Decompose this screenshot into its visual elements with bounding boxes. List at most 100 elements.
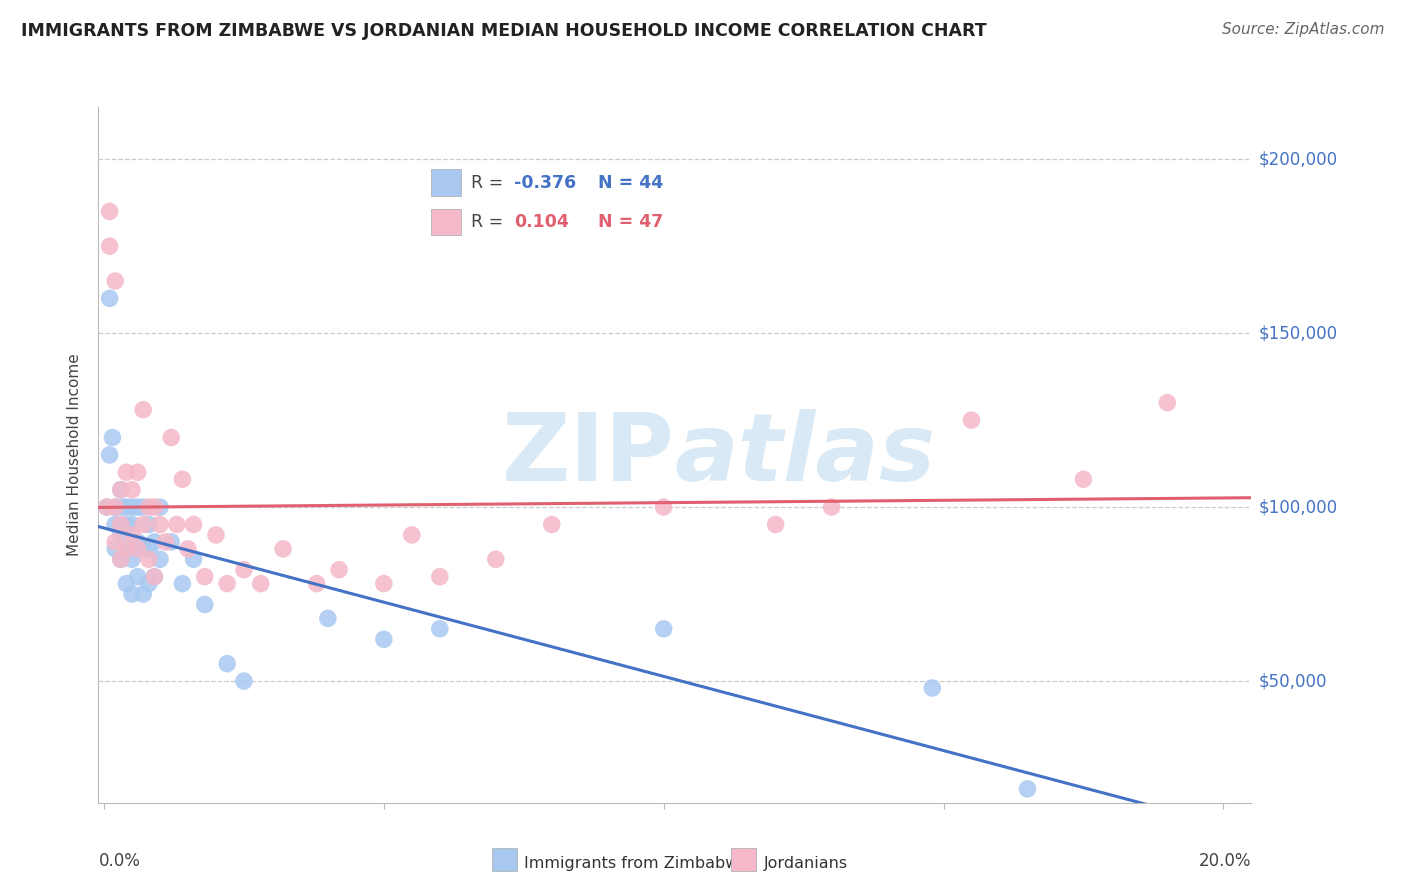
Point: [98, 448, 121, 462]
Text: Source: ZipAtlas.com: Source: ZipAtlas.com: [1222, 22, 1385, 37]
Point: [115, 576, 138, 591]
Point: [127, 534, 149, 549]
Point: [132, 500, 155, 514]
Point: [249, 576, 271, 591]
Point: [138, 552, 160, 566]
Point: [138, 541, 160, 556]
Point: [160, 534, 183, 549]
Point: [101, 431, 124, 445]
FancyBboxPatch shape: [430, 169, 461, 196]
Text: -0.376: -0.376: [515, 174, 576, 192]
Point: [121, 500, 143, 514]
Point: [316, 611, 339, 625]
Point: [110, 483, 132, 497]
Point: [132, 517, 155, 532]
Point: [194, 598, 217, 612]
Text: $50,000: $50,000: [1258, 672, 1327, 690]
Text: R =: R =: [471, 174, 509, 192]
Point: [183, 552, 205, 566]
Point: [166, 517, 188, 532]
Point: [217, 657, 239, 671]
Point: [143, 534, 166, 549]
Point: [485, 552, 508, 566]
Text: 0.104: 0.104: [515, 213, 569, 231]
Point: [232, 674, 254, 689]
Point: [960, 413, 983, 427]
Text: 0.0%: 0.0%: [98, 852, 141, 870]
Point: [121, 528, 143, 542]
Text: IMMIGRANTS FROM ZIMBABWE VS JORDANIAN MEDIAN HOUSEHOLD INCOME CORRELATION CHART: IMMIGRANTS FROM ZIMBABWE VS JORDANIAN ME…: [21, 22, 987, 40]
Point: [104, 274, 127, 288]
Point: [110, 552, 132, 566]
Point: [172, 472, 194, 486]
Text: R =: R =: [471, 213, 509, 231]
Text: 20.0%: 20.0%: [1199, 852, 1251, 870]
Point: [177, 541, 200, 556]
Point: [104, 541, 127, 556]
Point: [110, 517, 132, 532]
Point: [820, 500, 842, 514]
Point: [98, 204, 121, 219]
Point: [149, 500, 172, 514]
Point: [110, 500, 132, 514]
Point: [373, 576, 395, 591]
Point: [540, 517, 562, 532]
Point: [1156, 396, 1178, 410]
Point: [104, 517, 127, 532]
Text: $200,000: $200,000: [1258, 150, 1337, 169]
Point: [127, 570, 149, 584]
Point: [138, 500, 160, 514]
Point: [121, 552, 143, 566]
Text: ZIP: ZIP: [502, 409, 675, 501]
Point: [110, 552, 132, 566]
Point: [143, 500, 166, 514]
Point: [132, 587, 155, 601]
Point: [110, 483, 132, 497]
Point: [138, 576, 160, 591]
Y-axis label: Median Household Income: Median Household Income: [67, 353, 83, 557]
Text: $100,000: $100,000: [1258, 498, 1337, 516]
Point: [921, 681, 943, 695]
Point: [132, 402, 155, 417]
Point: [115, 541, 138, 556]
Point: [110, 528, 132, 542]
Point: [1017, 781, 1039, 796]
Text: Jordanians: Jordanians: [763, 856, 848, 871]
Point: [429, 570, 451, 584]
Point: [104, 500, 127, 514]
Point: [401, 528, 423, 542]
Point: [172, 576, 194, 591]
Point: [305, 576, 328, 591]
Text: Immigrants from Zimbabwe: Immigrants from Zimbabwe: [524, 856, 748, 871]
Point: [429, 622, 451, 636]
Point: [121, 517, 143, 532]
Text: atlas: atlas: [675, 409, 936, 501]
Point: [127, 466, 149, 480]
Point: [115, 500, 138, 514]
Point: [115, 541, 138, 556]
Point: [652, 500, 675, 514]
Point: [98, 291, 121, 305]
Point: [132, 541, 155, 556]
Point: [121, 587, 143, 601]
Point: [104, 534, 127, 549]
Point: [373, 632, 395, 647]
Point: [96, 500, 118, 514]
Point: [96, 500, 118, 514]
Point: [143, 570, 166, 584]
Point: [127, 541, 149, 556]
Text: N = 44: N = 44: [598, 174, 662, 192]
Text: $150,000: $150,000: [1258, 324, 1337, 343]
Point: [127, 500, 149, 514]
Point: [104, 500, 127, 514]
Point: [271, 541, 294, 556]
Point: [98, 239, 121, 253]
Point: [183, 517, 205, 532]
Point: [149, 552, 172, 566]
Point: [328, 563, 350, 577]
Point: [652, 622, 675, 636]
Text: N = 47: N = 47: [598, 213, 662, 231]
Point: [232, 563, 254, 577]
Point: [143, 570, 166, 584]
Point: [121, 483, 143, 497]
